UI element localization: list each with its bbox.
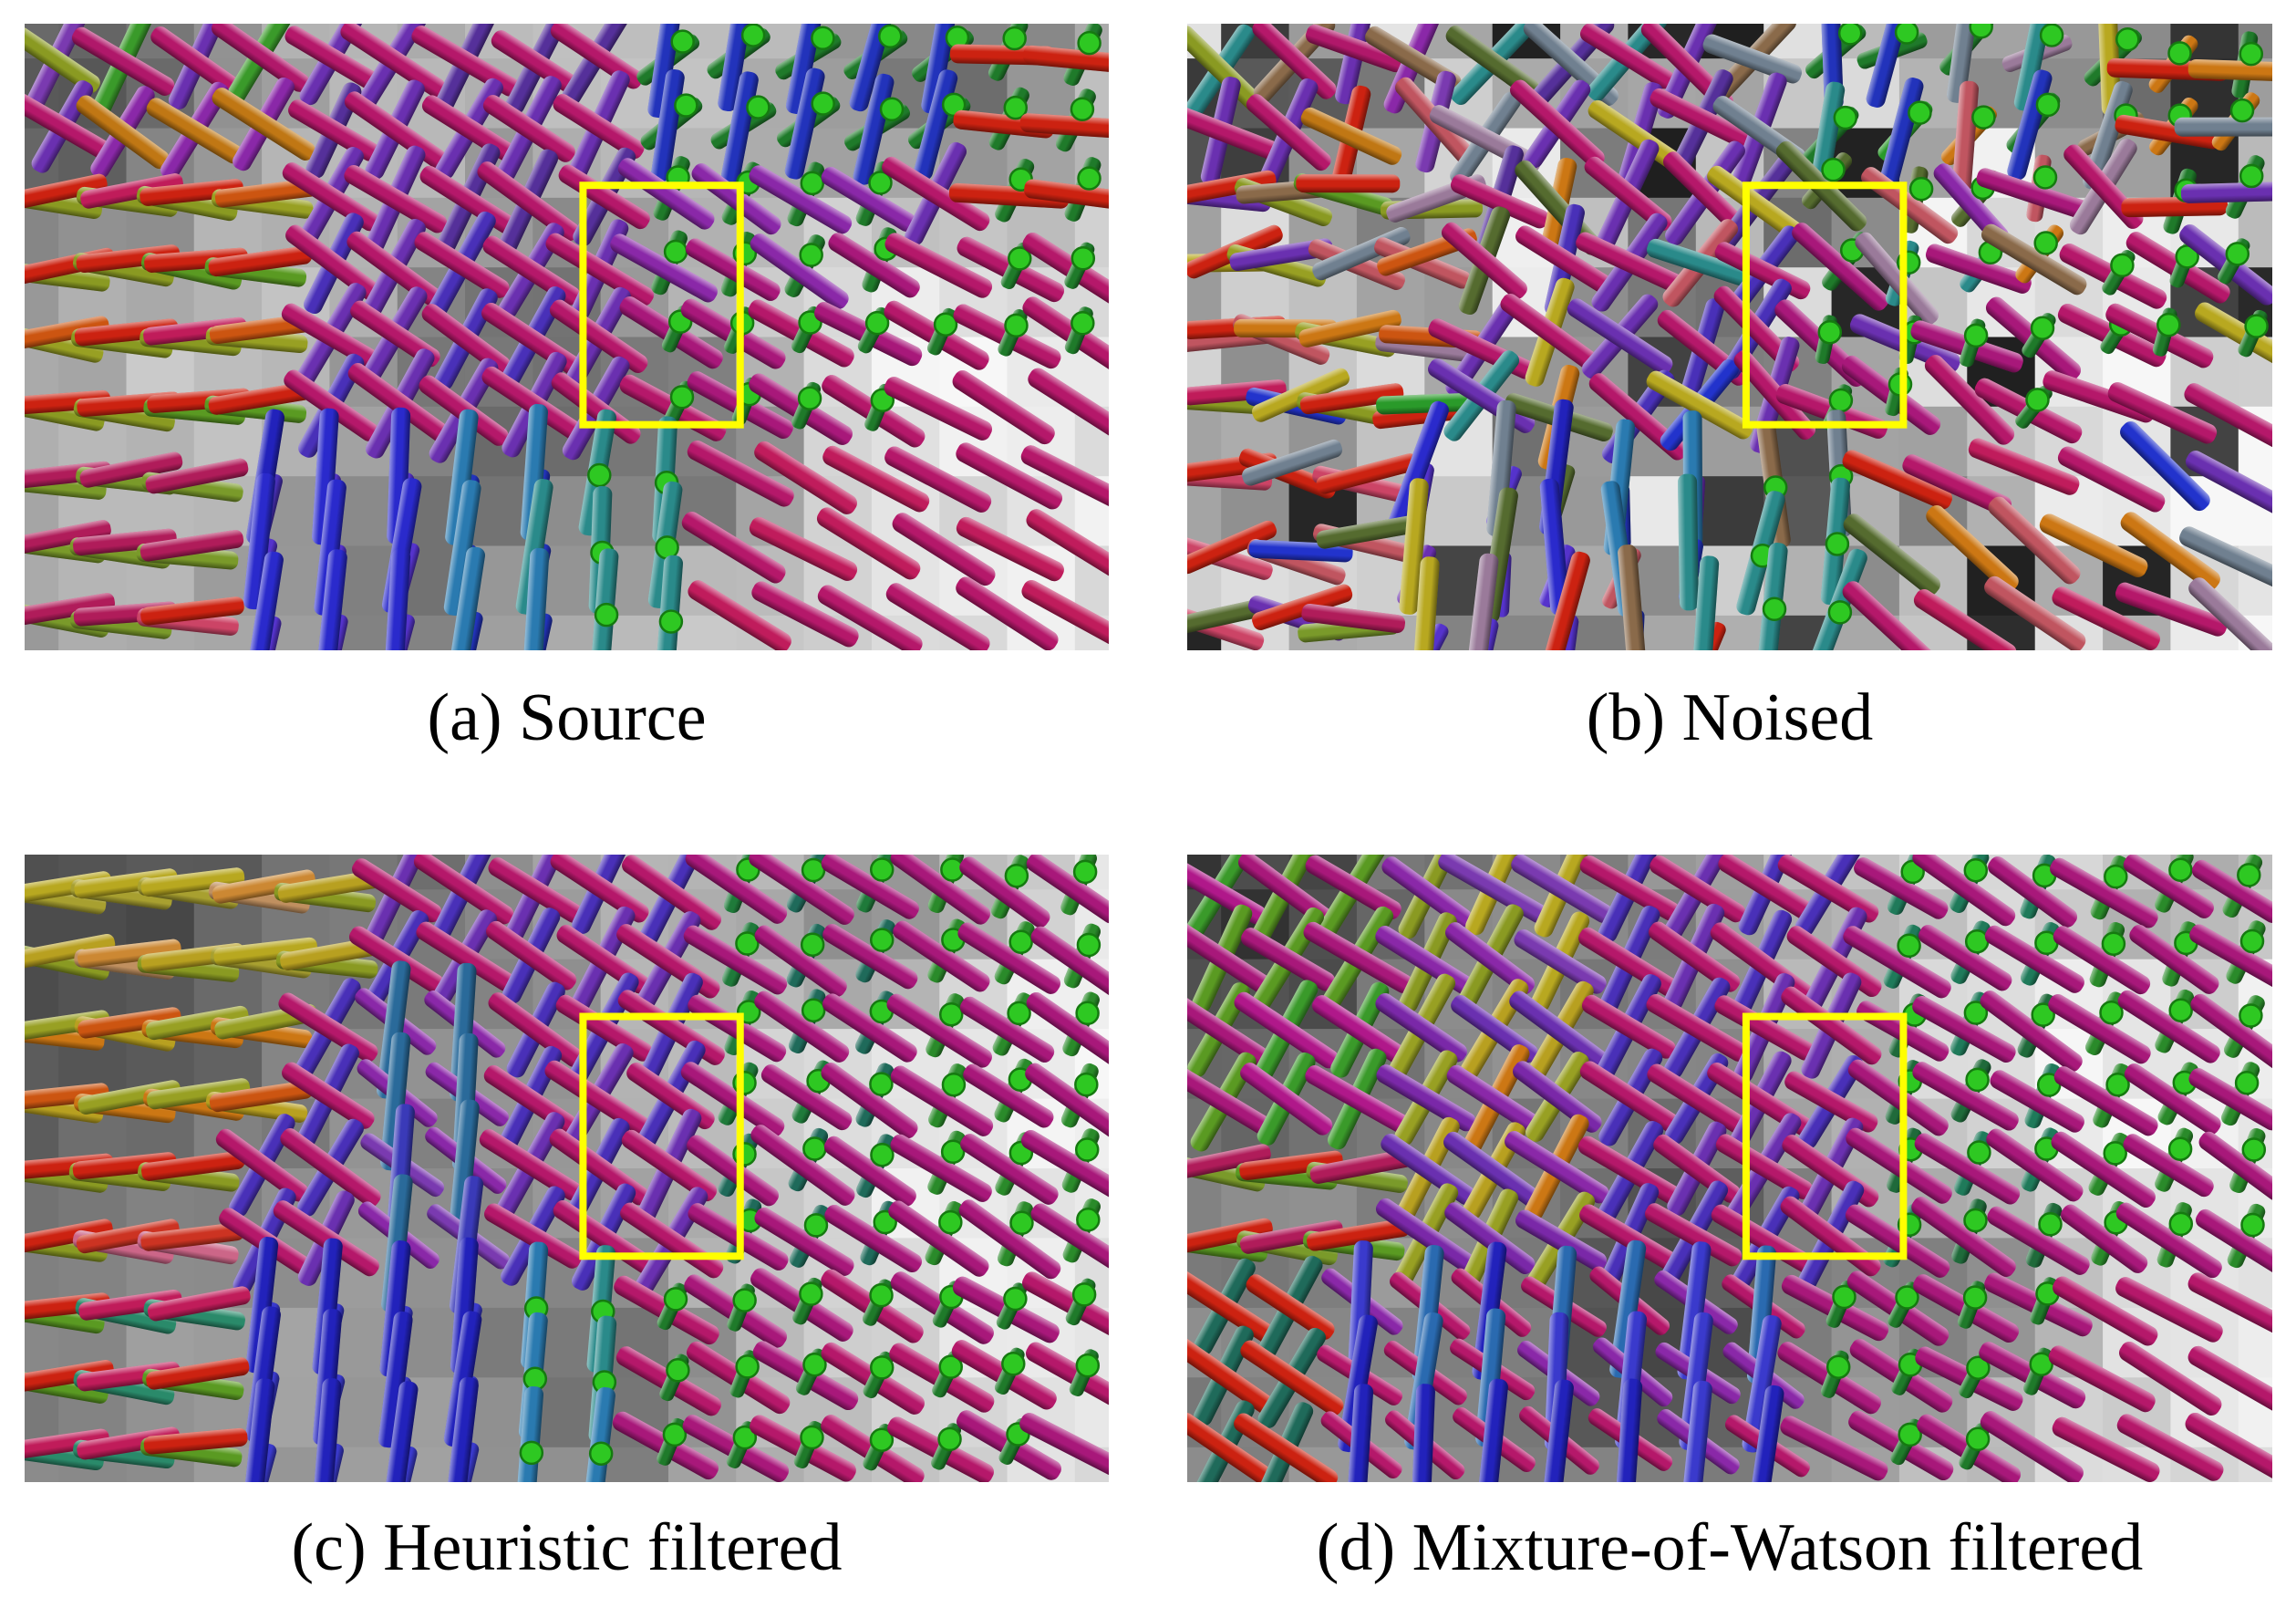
- caption-b: (b) Noised: [1586, 680, 1874, 755]
- panel-d-visualization: [1187, 855, 2272, 1482]
- highlight-box: [579, 1012, 744, 1260]
- panel-b-visualization: [1187, 24, 2272, 650]
- panel-b-image: [1187, 24, 2272, 650]
- caption-c: (c) Heuristic filtered: [291, 1510, 843, 1585]
- highlight-box: [1742, 1012, 1908, 1260]
- panel-c-image: [25, 855, 1109, 1482]
- caption-a: (a) Source: [427, 680, 707, 755]
- caption-d: (d) Mixture-of-Watson filtered: [1316, 1510, 2144, 1585]
- highlight-box: [1742, 182, 1908, 429]
- panel-a-image: [25, 24, 1109, 650]
- panel-c-visualization: [25, 855, 1109, 1482]
- panel-d-image: [1187, 855, 2272, 1482]
- highlight-box: [579, 182, 744, 429]
- panel-a-visualization: [25, 24, 1109, 650]
